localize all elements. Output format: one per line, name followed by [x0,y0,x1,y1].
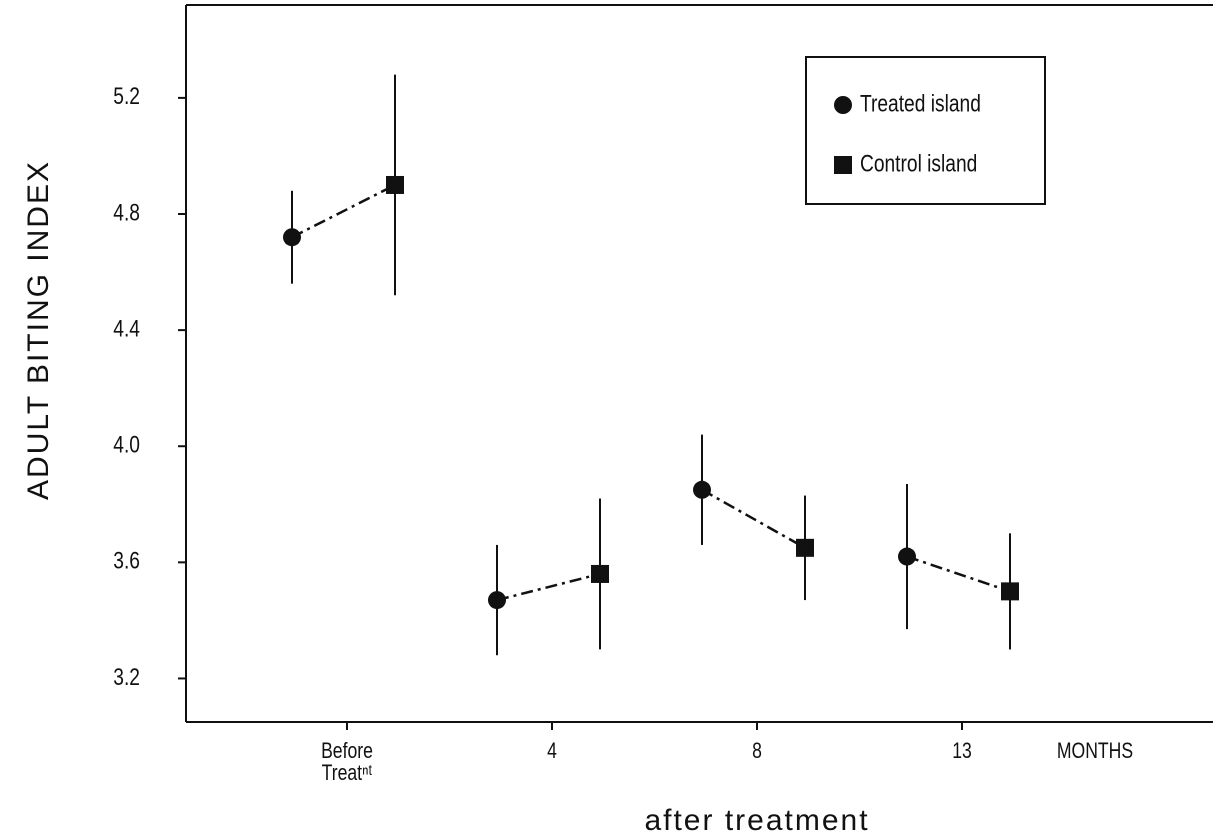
data-point [1001,582,1019,601]
data-point [898,547,916,566]
x-axis-title: after treatment [644,804,869,837]
data-point [693,480,711,499]
x-unit-label: MONTHS [1057,739,1133,763]
y-tick-label: 3.2 [113,663,140,691]
legend-label: Treated island [860,89,981,117]
x-tick-label: 4 [547,738,557,763]
y-axis-title: ADULT BITING INDEX [22,160,55,500]
connector [701,488,806,549]
legend-label: Control island [860,149,977,177]
data-point [488,591,506,610]
y-tick-label: 4.4 [113,314,140,342]
legend-marker [834,156,852,174]
y-tick-label: 4.8 [113,198,140,226]
connector [291,183,396,239]
y-tick-label: 4.0 [113,430,140,458]
data-point [591,564,609,583]
data-point [283,228,301,247]
y-tick-label: 5.2 [113,82,140,110]
data-point [796,538,814,557]
connector [906,555,1011,593]
legend-marker [834,96,852,114]
data-point [386,175,404,194]
legend-box [805,56,1046,205]
x-tick-label: 8 [752,738,762,763]
x-tick-label: 13 [952,738,972,763]
y-tick-label: 3.6 [113,547,140,575]
connector [496,572,601,602]
x-tick-label: Before Treatⁿᵗ [321,738,373,785]
